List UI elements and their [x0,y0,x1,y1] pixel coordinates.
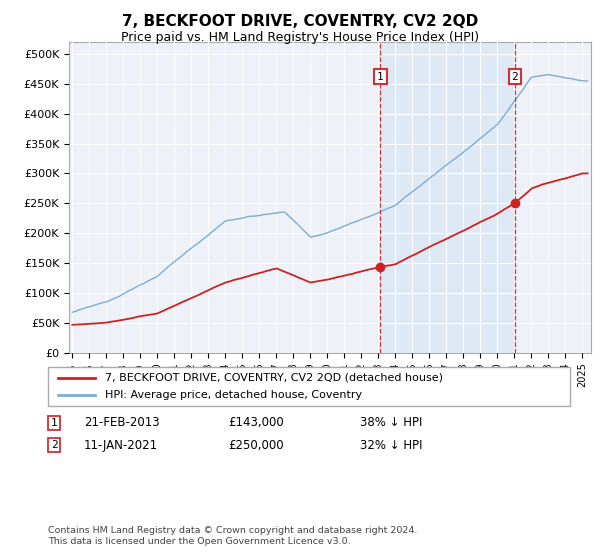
Text: 7, BECKFOOT DRIVE, COVENTRY, CV2 2QD (detached house): 7, BECKFOOT DRIVE, COVENTRY, CV2 2QD (de… [106,373,443,383]
Text: £250,000: £250,000 [228,438,284,452]
FancyBboxPatch shape [48,367,570,406]
Text: 21-FEB-2013: 21-FEB-2013 [84,416,160,430]
Text: Contains HM Land Registry data © Crown copyright and database right 2024.
This d: Contains HM Land Registry data © Crown c… [48,526,418,546]
Text: 2: 2 [512,72,518,82]
Text: 2: 2 [50,440,58,450]
Text: 7, BECKFOOT DRIVE, COVENTRY, CV2 2QD: 7, BECKFOOT DRIVE, COVENTRY, CV2 2QD [122,14,478,29]
Text: 1: 1 [377,72,384,82]
Text: 38% ↓ HPI: 38% ↓ HPI [360,416,422,430]
Text: £143,000: £143,000 [228,416,284,430]
Text: 32% ↓ HPI: 32% ↓ HPI [360,438,422,452]
Text: Price paid vs. HM Land Registry's House Price Index (HPI): Price paid vs. HM Land Registry's House … [121,31,479,44]
Text: 11-JAN-2021: 11-JAN-2021 [84,438,158,452]
Text: 1: 1 [50,418,58,428]
Bar [380,42,515,353]
Text: HPI: Average price, detached house, Coventry: HPI: Average price, detached house, Cove… [106,390,362,400]
